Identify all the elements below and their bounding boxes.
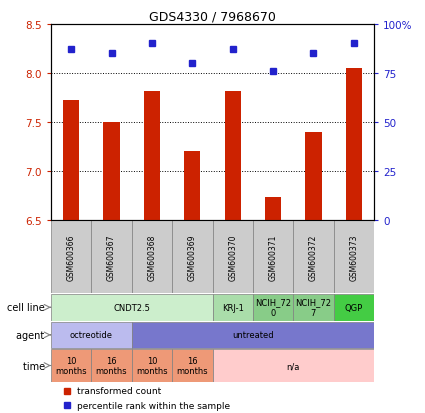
Text: GSM600370: GSM600370 (228, 234, 237, 280)
Bar (265, 198, 281, 221)
FancyBboxPatch shape (334, 221, 374, 294)
Bar (104, 123, 120, 221)
FancyBboxPatch shape (293, 294, 334, 321)
Text: GSM600373: GSM600373 (349, 234, 358, 280)
Bar (346, 69, 362, 221)
Text: 16
months: 16 months (96, 356, 128, 375)
Bar (224, 91, 241, 221)
FancyBboxPatch shape (172, 349, 212, 382)
Text: GSM600372: GSM600372 (309, 234, 318, 280)
Bar (63, 101, 79, 221)
FancyBboxPatch shape (253, 294, 293, 321)
FancyBboxPatch shape (51, 322, 132, 348)
Text: NCIH_72
7: NCIH_72 7 (295, 298, 332, 317)
FancyBboxPatch shape (91, 221, 132, 294)
FancyBboxPatch shape (212, 221, 253, 294)
Text: time: time (23, 361, 48, 370)
FancyBboxPatch shape (212, 349, 374, 382)
FancyBboxPatch shape (132, 221, 172, 294)
Text: NCIH_72
0: NCIH_72 0 (255, 298, 291, 317)
Text: CNDT2.5: CNDT2.5 (113, 303, 150, 312)
Text: transformed count: transformed count (77, 387, 161, 396)
FancyBboxPatch shape (253, 221, 293, 294)
FancyBboxPatch shape (132, 322, 374, 348)
Text: 10
months: 10 months (55, 356, 87, 375)
FancyBboxPatch shape (51, 221, 91, 294)
Bar (305, 133, 321, 221)
Text: QGP: QGP (345, 303, 363, 312)
FancyBboxPatch shape (51, 349, 91, 382)
Text: cell line: cell line (7, 303, 48, 313)
Bar (144, 91, 160, 221)
Text: GSM600368: GSM600368 (147, 234, 156, 280)
Text: 10
months: 10 months (136, 356, 168, 375)
Text: GSM600367: GSM600367 (107, 234, 116, 280)
Text: n/a: n/a (286, 361, 300, 370)
Text: untreated: untreated (232, 330, 274, 339)
Text: GSM600369: GSM600369 (188, 234, 197, 280)
FancyBboxPatch shape (51, 294, 212, 321)
Bar (184, 152, 201, 221)
Text: percentile rank within the sample: percentile rank within the sample (77, 401, 230, 410)
Text: GSM600371: GSM600371 (269, 234, 278, 280)
FancyBboxPatch shape (132, 349, 172, 382)
FancyBboxPatch shape (172, 221, 212, 294)
FancyBboxPatch shape (212, 294, 253, 321)
Text: GSM600366: GSM600366 (67, 234, 76, 280)
Text: agent: agent (17, 330, 48, 340)
FancyBboxPatch shape (91, 349, 132, 382)
FancyBboxPatch shape (293, 221, 334, 294)
Title: GDS4330 / 7968670: GDS4330 / 7968670 (149, 11, 276, 24)
FancyBboxPatch shape (334, 294, 374, 321)
Text: KRJ-1: KRJ-1 (222, 303, 244, 312)
Text: octreotide: octreotide (70, 330, 113, 339)
Text: 16
months: 16 months (176, 356, 208, 375)
